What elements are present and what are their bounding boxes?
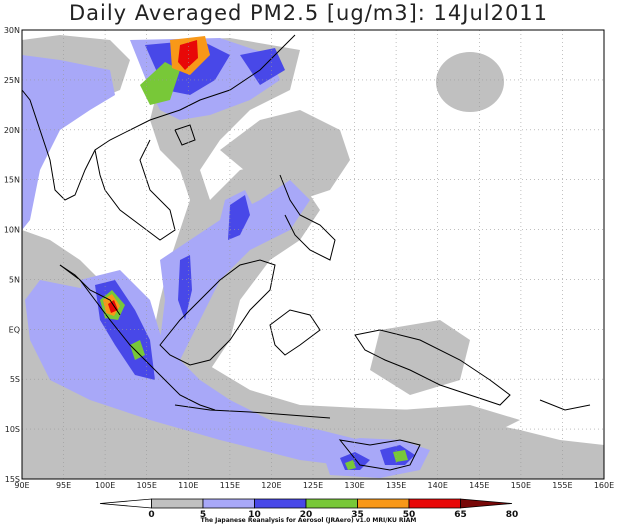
concentration-fields bbox=[22, 34, 604, 479]
lat-tick-label: 25N bbox=[4, 76, 20, 85]
lon-tick-label: 100E bbox=[95, 481, 115, 490]
lon-tick-label: 160E bbox=[594, 481, 614, 490]
lat-tick-label: EQ bbox=[9, 325, 20, 334]
lon-tick-label: 145E bbox=[469, 481, 489, 490]
colorbar-swatch bbox=[408, 498, 461, 509]
colorbar-swatch bbox=[202, 498, 255, 509]
lat-tick-label: 15N bbox=[4, 176, 20, 185]
lon-tick-label: 155E bbox=[552, 481, 572, 490]
latitude-tick-labels: 30N 25N 20N 15N 10N 5N EQ 5S 10S 15S bbox=[4, 26, 20, 484]
colorbar-level-label: 10 bbox=[248, 510, 261, 520]
colorbar-swatch bbox=[151, 498, 204, 509]
colorbar-level-label: 80 bbox=[506, 510, 519, 520]
lat-tick-label: 10N bbox=[4, 226, 20, 235]
lon-tick-label: 115E bbox=[220, 481, 240, 490]
colorbar-level-label: 0 bbox=[148, 510, 154, 520]
lon-tick-label: 90E bbox=[14, 481, 29, 490]
map-title: Daily Averaged PM2.5 [ug/m3]: 14Jul2011 bbox=[68, 1, 549, 25]
colorbar-swatch bbox=[305, 498, 358, 509]
colorbar-swatch bbox=[357, 498, 410, 509]
lat-tick-label: 30N bbox=[4, 26, 20, 35]
lon-tick-label: 125E bbox=[303, 481, 323, 490]
lon-tick-label: 95E bbox=[56, 481, 71, 490]
lon-tick-label: 135E bbox=[386, 481, 406, 490]
lon-tick-label: 150E bbox=[511, 481, 531, 490]
colorbar-swatch bbox=[99, 498, 152, 509]
lon-tick-label: 120E bbox=[261, 481, 281, 490]
credit-line: The Japanese Reanalysis for Aerosol (JRA… bbox=[200, 517, 417, 524]
lat-tick-label: 20N bbox=[4, 126, 20, 135]
lat-tick-label: 15S bbox=[5, 475, 20, 484]
colorbar-level-label: 5 bbox=[200, 510, 206, 520]
lon-tick-label: 140E bbox=[428, 481, 448, 490]
lat-tick-label: 10S bbox=[5, 425, 20, 434]
colorbar-level-label: 35 bbox=[351, 510, 364, 520]
lon-tick-label: 105E bbox=[137, 481, 157, 490]
longitude-tick-labels: 90E 95E 100E 105E 110E 115E 120E 125E 130E 135E 14… bbox=[14, 481, 614, 490]
lon-tick-label: 130E bbox=[344, 481, 364, 490]
colorbar-swatch bbox=[254, 498, 307, 509]
colorbar: 0 5 10 20 35 50 65 80 bbox=[99, 498, 519, 520]
lon-tick-label: 110E bbox=[178, 481, 198, 490]
colorbar-level-label: 65 bbox=[454, 510, 467, 520]
map-grid bbox=[22, 30, 604, 479]
colorbar-level-label: 20 bbox=[300, 510, 313, 520]
lat-tick-label: 5S bbox=[10, 375, 20, 384]
colorbar-swatch bbox=[460, 498, 513, 509]
lat-tick-label: 5N bbox=[9, 275, 20, 284]
colorbar-level-label: 50 bbox=[403, 510, 416, 520]
